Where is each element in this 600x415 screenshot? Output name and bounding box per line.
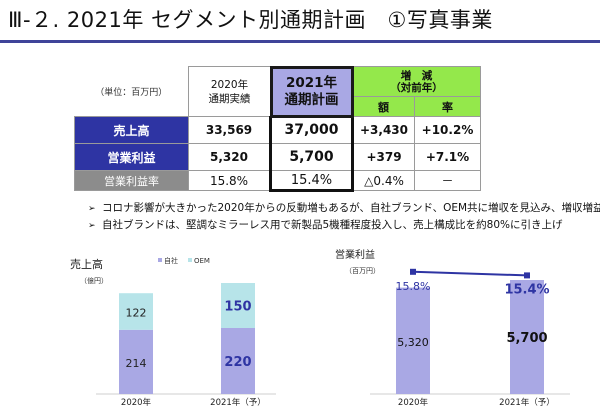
x-tick-label: 2021年（予） [210, 397, 266, 408]
legend-swatch-0 [158, 258, 162, 262]
bullet-arrow-icon: ➢ [88, 204, 96, 214]
header-2021: 2021年 通期計画 [269, 65, 354, 118]
rate-label: 15.8% [396, 280, 431, 293]
cell-2021: 37,000 [269, 116, 354, 144]
cell-rate: － [414, 170, 481, 191]
segment-plan-table: （単位：百万円） 2020年 通期実績 2021年 通期計画 増 減 （対前年）… [74, 65, 481, 192]
table-row: 営業利益 5,320 5,700 +379 +7.1% [74, 143, 481, 171]
header-change-sub: （対前年） [390, 81, 443, 94]
bar-value-label: 220 [224, 355, 251, 370]
bullet-list: ➢ コロナ影響が大きかった2020年からの反動増もあるが、自社ブランド、OEM共に… [88, 200, 600, 234]
bullet-item: ➢ 自社ブランドは、堅調なミラーレス用で新製品5機種程度投入し、売上構成比を約80… [88, 217, 600, 234]
cell-amount: +379 [352, 143, 415, 171]
unit-label: （単位：百万円） [74, 66, 189, 117]
header-2021-sub: 通期計画 [284, 91, 339, 108]
x-tick-label: 2020年 [121, 397, 152, 408]
bar-value-label: 214 [126, 357, 147, 370]
row-label: 営業利益率 [74, 170, 189, 191]
header-rate: 率 [414, 96, 481, 117]
bar-value-label: 122 [126, 307, 147, 320]
bullet-text: コロナ影響が大きかった2020年からの反動増もあるが、自社ブランド、OEM共に増… [102, 202, 600, 214]
legend-label-0: 自社 [164, 256, 178, 265]
cell-rate: +10.2% [414, 116, 481, 144]
bar-value-label: 5,320 [397, 336, 429, 349]
header-change-title: 増 減 [400, 69, 433, 82]
rate-line [412, 270, 528, 277]
header-change: 増 減 （対前年） [352, 66, 481, 97]
chart2-ylabel: （百万円） [345, 267, 380, 275]
bar-oem [221, 283, 255, 328]
bar-oem [119, 293, 153, 330]
table-row: 営業利益率 15.8% 15.4% △0.4% － [74, 170, 481, 192]
rate-marker [524, 272, 530, 279]
x-tick-label: 2020年 [398, 397, 429, 408]
bar-value-label: 150 [224, 300, 251, 315]
header-2020-sub: 通期実績 [208, 92, 251, 105]
header-2020: 2020年 通期実績 [188, 66, 271, 117]
bar-own [221, 328, 255, 394]
rate-label: 15.4% [504, 282, 549, 297]
chart1-ylabel: （億円） [80, 276, 108, 285]
header-2020-year: 2020年 [210, 78, 249, 91]
chart2-title: 営業利益 [335, 248, 375, 261]
bullet-text: 自社ブランドは、堅調なミラーレス用で新製品5機種程度投入し、売上構成比を約80%… [102, 219, 563, 231]
bullet-arrow-icon: ➢ [88, 221, 96, 231]
table-row: 売上高 33,569 37,000 +3,430 +10.2% [74, 116, 481, 144]
row-label: 営業利益 [74, 143, 189, 171]
bullet-item: ➢ コロナ影響が大きかった2020年からの反動増もあるが、自社ブランド、OEM共に… [88, 200, 600, 217]
title-divider [0, 40, 600, 43]
page-title: Ⅲ-２. 2021年 セグメント別通期計画 ①写真事業 [8, 8, 493, 32]
bar-profit [396, 287, 430, 394]
cell-2021: 5,700 [269, 143, 354, 171]
legend-label-1: OEM [194, 257, 210, 265]
bar-profit [510, 280, 544, 394]
rate-marker [410, 268, 416, 275]
chart1-title: 売上高 [70, 257, 103, 271]
cell-2021: 15.4% [269, 170, 354, 192]
legend-swatch-1 [188, 258, 192, 262]
bar-value-label: 5,700 [506, 331, 547, 346]
row-label: 売上高 [74, 116, 189, 144]
cell-amount: △0.4% [352, 170, 415, 191]
bar-own [119, 329, 153, 394]
cell-rate: +7.1% [414, 143, 481, 171]
cell-2020: 5,320 [188, 143, 271, 171]
header-2021-year: 2021年 [285, 74, 338, 91]
x-tick-label: 2021年（予） [499, 397, 555, 408]
